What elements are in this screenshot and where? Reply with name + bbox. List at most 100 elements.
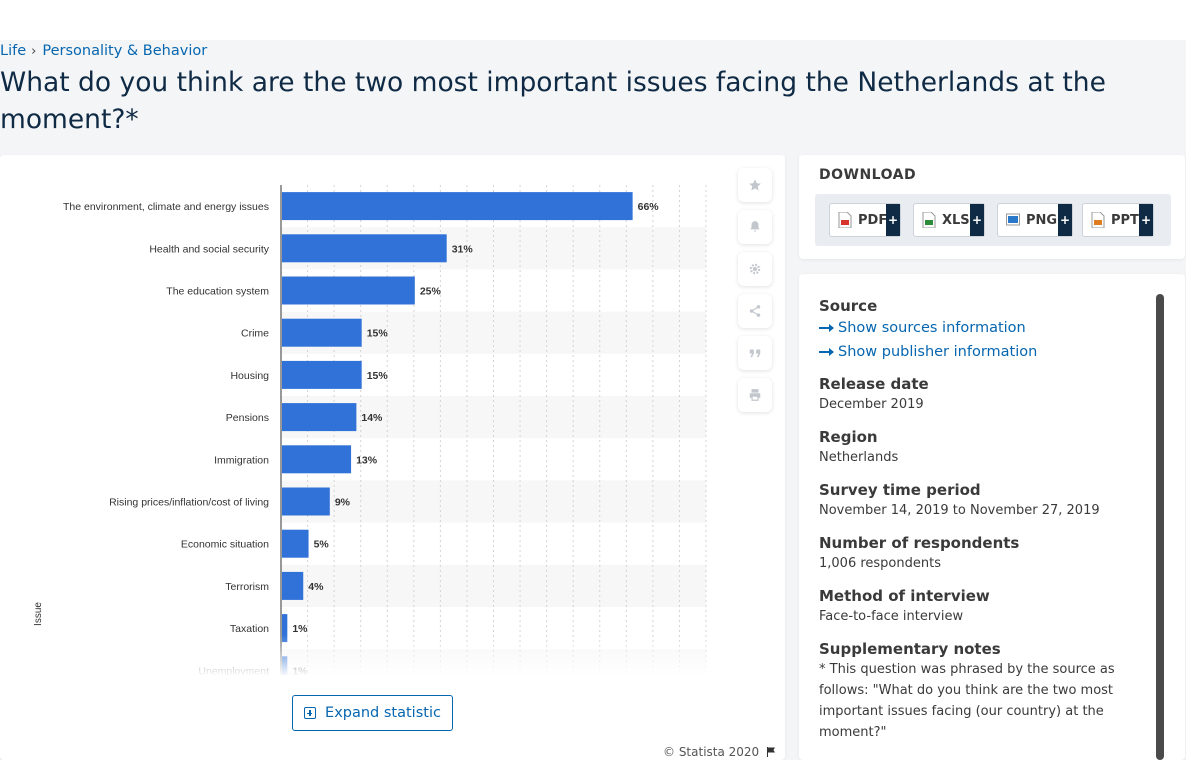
png-file-icon [1006, 212, 1020, 228]
notes-value: * This question was phrased by the sourc… [819, 662, 1115, 740]
value-label: 4% [308, 581, 324, 593]
pdf-file-icon [838, 211, 852, 229]
value-label: 1% [292, 623, 308, 635]
method-heading: Method of interview [819, 587, 990, 605]
bar [282, 529, 309, 558]
respondents-heading: Number of respondents [819, 534, 1020, 552]
arrow-right-icon [819, 324, 834, 332]
bar [282, 276, 415, 305]
breadcrumb-item-life[interactable]: Life [0, 43, 27, 59]
source-info-content: Source Show sources information Show pub… [819, 296, 1139, 743]
show-publisher-link[interactable]: Show publisher information [819, 340, 1139, 364]
value-label: 25% [420, 286, 442, 298]
value-label: 31% [452, 243, 474, 255]
bar [282, 234, 447, 263]
y-axis-title: Issue [33, 602, 44, 626]
bell-icon [750, 221, 760, 232]
gear-icon [749, 263, 761, 275]
expand-icon [304, 707, 317, 719]
release-date-value: December 2019 [819, 397, 924, 412]
download-pdf-button[interactable]: PDF + [829, 203, 901, 237]
page-title: What do you think are the two most impor… [0, 67, 1106, 135]
xls-file-icon [922, 211, 936, 229]
bar [282, 318, 362, 347]
favorite-button[interactable] [738, 168, 772, 202]
category-label: Housing [230, 370, 269, 382]
category-label: Pensions [226, 412, 269, 424]
bar [282, 360, 362, 389]
category-label: Immigration [214, 454, 269, 466]
category-label: Terrorism [225, 581, 269, 593]
bar [282, 656, 288, 675]
source-info-card: Source Show sources information Show pub… [799, 274, 1185, 760]
value-label: 1% [292, 665, 308, 675]
arrow-right-icon [819, 348, 834, 356]
value-label: 66% [638, 201, 660, 213]
notes-heading: Supplementary notes [819, 640, 1001, 658]
breadcrumb-item-personality[interactable]: Personality & Behavior [42, 43, 208, 59]
value-label: 13% [356, 454, 378, 466]
download-ppt-button[interactable]: PPT + [1082, 203, 1154, 237]
ppt-label: PPT [1111, 212, 1139, 228]
category-label: The environment, climate and energy issu… [63, 201, 269, 213]
download-buttons: PDF + XLS + PNG + PPT + [815, 194, 1171, 246]
bar [282, 571, 304, 600]
survey-period-value: November 14, 2019 to November 27, 2019 [819, 503, 1100, 518]
chart-card: The environment, climate and energy issu… [0, 155, 785, 760]
category-label: The education system [166, 286, 269, 298]
share-icon [749, 305, 761, 317]
survey-period-heading: Survey time period [819, 481, 981, 499]
bar [282, 487, 330, 516]
top-header-band [0, 0, 1186, 40]
bar [282, 192, 633, 221]
settings-button[interactable] [738, 252, 772, 286]
ppt-plus-icon: + [1139, 204, 1153, 236]
expand-statistic-button[interactable]: Expand statistic [292, 695, 453, 731]
download-heading: DOWNLOAD [819, 167, 917, 183]
flag-icon[interactable] [765, 746, 777, 758]
bar [282, 445, 352, 474]
star-icon [749, 179, 761, 191]
print-button[interactable] [738, 378, 772, 412]
category-label: Economic situation [181, 539, 269, 551]
pdf-label: PDF [858, 212, 888, 228]
info-scrollbar[interactable] [1156, 294, 1164, 760]
bar [282, 614, 288, 643]
method-value: Face-to-face interview [819, 609, 964, 624]
download-card: DOWNLOAD PDF + XLS + PNG + PPT + [799, 155, 1185, 259]
region-value: Netherlands [819, 450, 899, 465]
quote-icon [749, 349, 761, 358]
breadcrumb: Life › Personality & Behavior [0, 43, 207, 59]
value-label: 15% [367, 328, 389, 340]
cite-button[interactable] [738, 336, 772, 370]
xls-plus-icon: + [970, 204, 984, 236]
category-label: Taxation [230, 623, 269, 635]
chart-toolbar [738, 168, 772, 420]
download-xls-button[interactable]: XLS + [913, 203, 985, 237]
png-plus-icon: + [1058, 204, 1072, 236]
breadcrumb-separator-icon: › [31, 43, 37, 59]
bar [282, 403, 357, 432]
notification-button[interactable] [738, 210, 772, 244]
value-label: 14% [361, 412, 383, 424]
ppt-file-icon [1091, 211, 1105, 229]
share-button[interactable] [738, 294, 772, 328]
value-label: 9% [335, 497, 351, 509]
xls-label: XLS [942, 212, 970, 228]
print-icon [749, 389, 761, 401]
release-date-heading: Release date [819, 375, 929, 393]
show-sources-label: Show sources information [838, 320, 1026, 336]
show-publisher-label: Show publisher information [838, 344, 1038, 360]
category-label: Crime [241, 328, 269, 340]
category-label: Health and social security [149, 243, 269, 255]
value-label: 15% [367, 370, 389, 382]
region-heading: Region [819, 428, 878, 446]
show-sources-link[interactable]: Show sources information [819, 316, 1139, 340]
png-label: PNG [1026, 212, 1058, 228]
value-label: 5% [314, 539, 330, 551]
source-heading: Source [819, 297, 878, 315]
download-png-button[interactable]: PNG + [997, 203, 1073, 237]
bar-chart: The environment, climate and energy issu… [33, 185, 707, 675]
pdf-plus-icon: + [886, 204, 900, 236]
copyright-text: © Statista 2020 [663, 745, 760, 759]
